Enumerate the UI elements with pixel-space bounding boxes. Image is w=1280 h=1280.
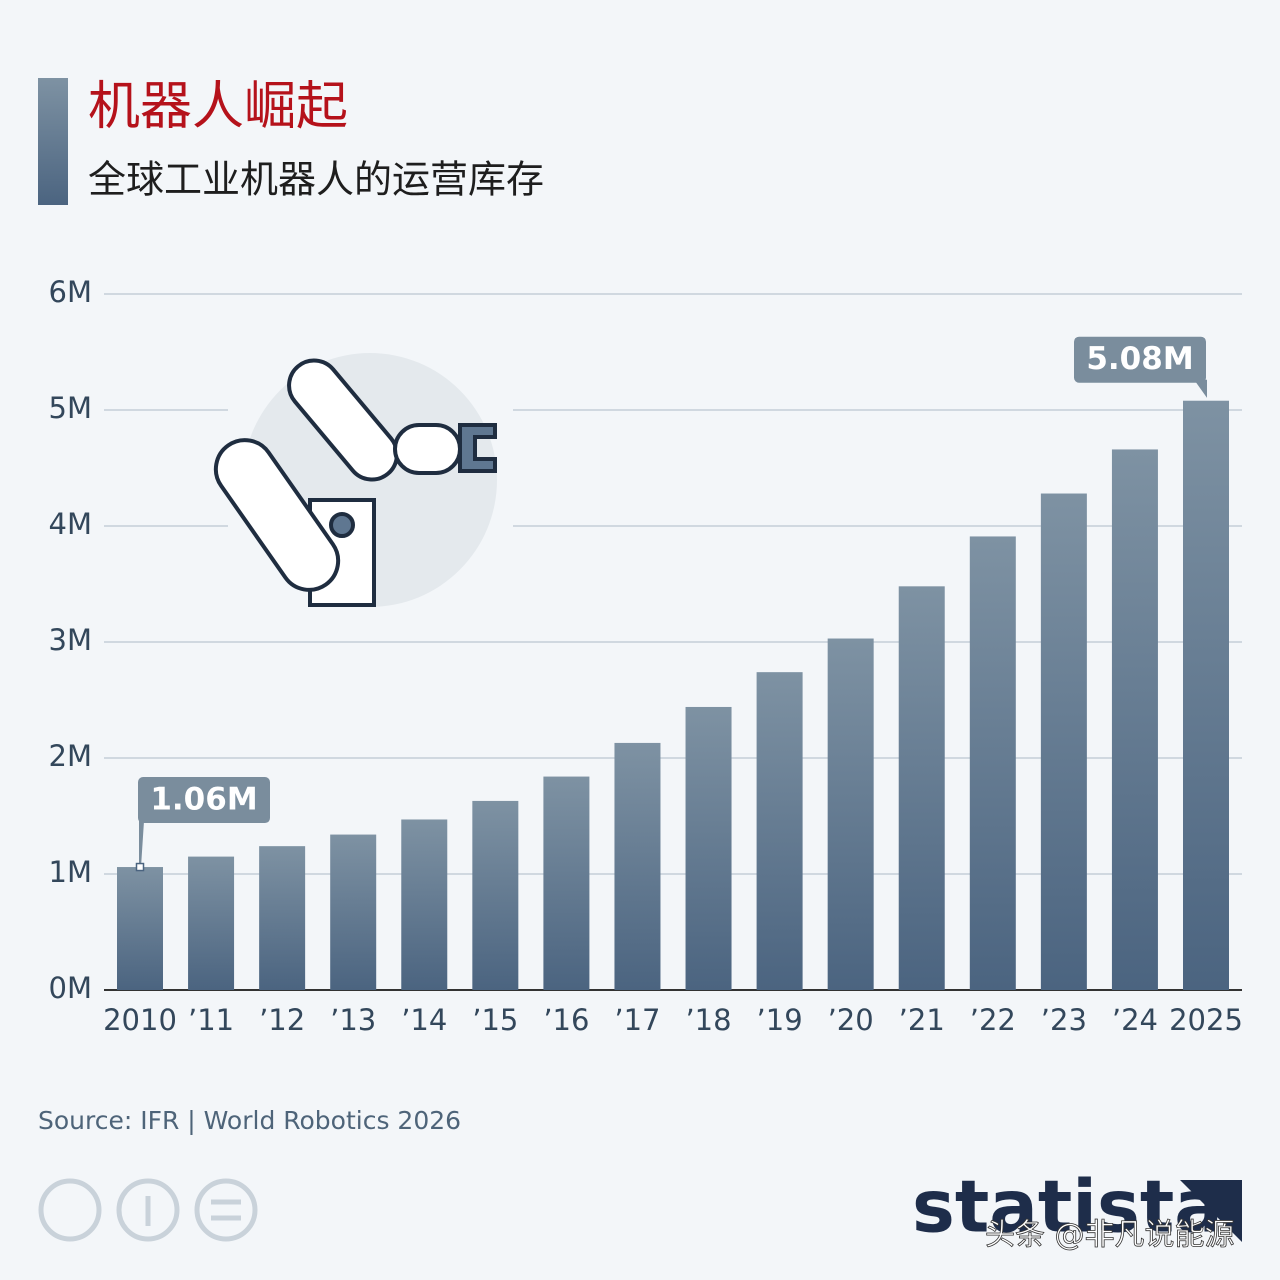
y-tick-label: 5M <box>49 391 92 425</box>
value-label-box <box>1074 336 1206 383</box>
bar <box>330 834 377 990</box>
bar <box>756 672 803 990</box>
value-label: 1.06M <box>150 782 257 818</box>
bar <box>614 742 661 990</box>
watermark: 头条 @非凡说能源 <box>985 1218 1235 1253</box>
y-tick-label: 3M <box>49 623 92 657</box>
x-tick-label: ’20 <box>828 1003 874 1037</box>
x-tick-label: ’18 <box>685 1003 731 1037</box>
logo: statista <box>912 1165 1223 1249</box>
x-tick-label: ’19 <box>757 1003 803 1037</box>
x-tick-label: ’13 <box>330 1003 376 1037</box>
value-label: 5.08M <box>1086 341 1193 377</box>
x-tick-label: ’11 <box>188 1003 234 1037</box>
x-tick-label: ’22 <box>970 1003 1016 1037</box>
logo-mark <box>1180 1180 1242 1242</box>
value-label-box <box>138 777 270 824</box>
bar <box>259 846 306 990</box>
title-accent <box>38 78 68 205</box>
plot: 0M 1M 2M 3M 4M 5M 6M 2010 1.06M ’11 ’12 ’13 ’14 ’15 ’1… <box>49 275 1243 1037</box>
x-tick-label: 2025 <box>1169 1003 1243 1037</box>
license-icons <box>38 1178 258 1242</box>
x-tick-label: ’12 <box>259 1003 305 1037</box>
bar <box>898 586 945 990</box>
bar <box>1183 400 1229 991</box>
bar <box>472 800 519 990</box>
chart-subtitle: 全球工业机器人的运营库存 <box>88 158 544 202</box>
x-tick-label: ’21 <box>899 1003 945 1037</box>
bar <box>188 856 235 990</box>
y-tick-label: 1M <box>49 855 92 889</box>
x-tick-label: ’23 <box>1041 1003 1087 1037</box>
y-tick-label: 4M <box>49 507 92 541</box>
bar <box>117 867 163 990</box>
robot-illustration <box>213 345 513 615</box>
bar <box>401 819 448 990</box>
bar <box>827 638 874 990</box>
x-tick-label: ’14 <box>401 1003 447 1037</box>
x-tick-label: ’17 <box>614 1003 660 1037</box>
x-tick-label: ’16 <box>543 1003 589 1037</box>
source: Source: IFR | World Robotics 2026 <box>38 1106 461 1135</box>
bar <box>685 706 732 990</box>
x-tick-label: 2010 <box>103 1003 177 1037</box>
bar <box>1111 449 1158 990</box>
x-tick-label: ’24 <box>1112 1003 1158 1037</box>
value-marker <box>135 862 145 872</box>
y-tick-label: 0M <box>49 971 92 1005</box>
value-label-pointer <box>1194 379 1207 398</box>
x-tick-label: ’15 <box>472 1003 518 1037</box>
bar <box>1040 493 1087 990</box>
bar <box>969 536 1016 990</box>
y-tick-label: 6M <box>49 275 92 309</box>
y-tick-label: 2M <box>49 739 92 773</box>
chart-title: 机器人崛起 <box>88 77 348 137</box>
bar <box>543 776 590 990</box>
